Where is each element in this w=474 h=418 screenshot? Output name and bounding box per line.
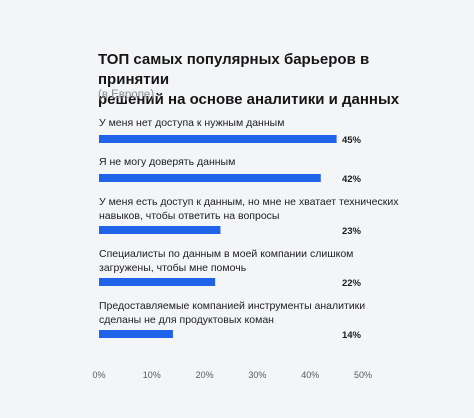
category-label: сделаны не для продуктовых коман — [99, 314, 274, 326]
bar — [99, 330, 173, 338]
value-label: 23% — [342, 226, 362, 237]
x-tick-label: 40% — [301, 370, 319, 380]
x-tick-label: 0% — [92, 370, 105, 380]
category-label: навыков, чтобы ответить на вопросы — [99, 210, 279, 222]
category-label: загружены, чтобы мне помочь — [99, 262, 247, 274]
chart-subtitle: (в Европе) — [98, 89, 155, 101]
bar — [99, 278, 216, 286]
bar-group: Предоставляемые компанией инструменты ан… — [99, 300, 365, 341]
x-tick-label: 10% — [143, 370, 161, 380]
bar-group: Специалисты по данным в моей компании сл… — [99, 248, 362, 289]
category-label: Специалисты по данным в моей компании сл… — [99, 248, 353, 260]
value-label: 45% — [342, 135, 362, 146]
value-label: 14% — [342, 330, 362, 341]
category-label: У меня нет доступа к нужным данным — [99, 117, 284, 129]
category-label: У меня есть доступ к данным, но мне не х… — [99, 196, 399, 208]
value-label: 42% — [342, 174, 362, 185]
chart-title: ТОП самых популярных барьеров в принятии… — [98, 51, 400, 108]
bar-group: У меня нет доступа к нужным данным 45% — [99, 117, 362, 146]
x-tick-label: 30% — [248, 370, 266, 380]
bar-group: У меня есть доступ к данным, но мне не х… — [99, 196, 399, 237]
bar-group: Я не могу доверять данным 42% — [99, 156, 362, 185]
category-label: Я не могу доверять данным — [99, 156, 235, 168]
bar — [99, 174, 321, 182]
bar — [99, 135, 337, 143]
bar — [99, 226, 221, 234]
x-tick-label: 20% — [196, 370, 214, 380]
x-tick-label: 50% — [354, 370, 372, 380]
category-label: Предоставляемые компанией инструменты ан… — [99, 300, 365, 312]
value-label: 22% — [342, 278, 362, 289]
